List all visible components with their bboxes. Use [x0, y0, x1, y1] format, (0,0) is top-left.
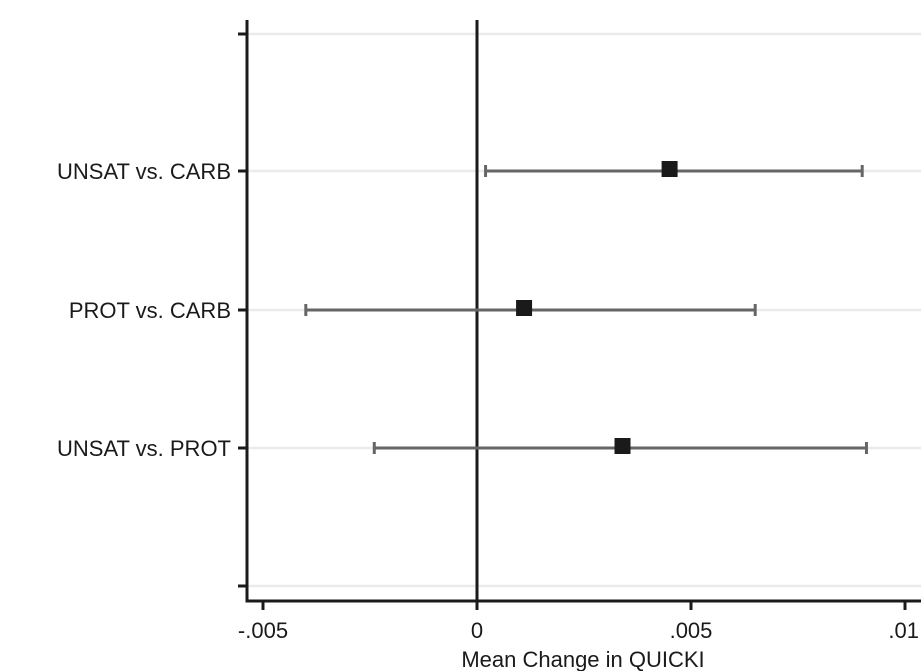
x-tick-label: .005: [670, 618, 713, 643]
axis-labels: -.005 0 .005 .01 UNSAT vs. CARB PROT vs. CARB…: [57, 159, 919, 643]
x-axis-title: Mean Change in QUICKI: [461, 647, 704, 671]
data-marks: [304, 161, 868, 454]
estimate-row: [484, 161, 864, 177]
point-estimate-marker: [661, 161, 678, 177]
x-tick-label: -.005: [238, 618, 288, 643]
category-label: UNSAT vs. PROT: [57, 436, 231, 461]
axes: [238, 20, 921, 610]
estimate-row: [304, 300, 757, 316]
x-tick-label: .01: [888, 618, 919, 643]
x-tick-label: 0: [471, 618, 483, 643]
point-estimate-marker: [516, 300, 533, 316]
category-label: UNSAT vs. CARB: [57, 159, 231, 184]
estimate-row: [372, 438, 868, 454]
point-estimate-marker: [614, 438, 631, 454]
category-label: PROT vs. CARB: [69, 298, 231, 323]
